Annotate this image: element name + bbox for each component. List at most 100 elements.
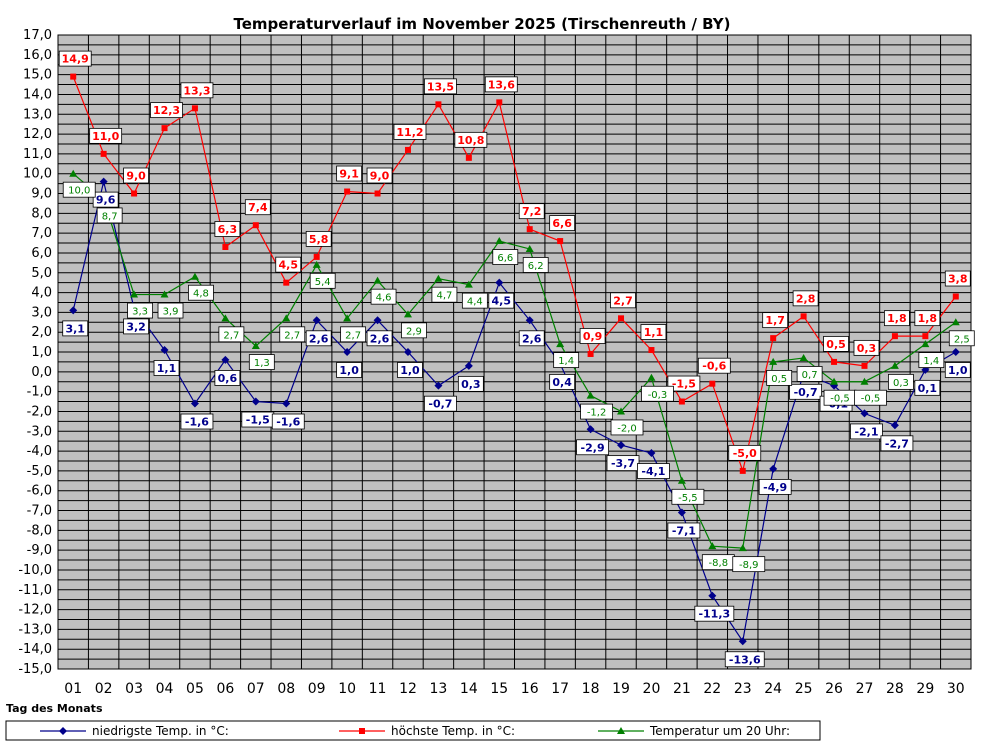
point-max-temp	[770, 335, 777, 342]
data-label-min-temp: 4,5	[488, 292, 515, 309]
x-tick-label: 28	[886, 681, 904, 697]
data-label-box	[914, 310, 941, 327]
data-label-text: 6,6	[497, 253, 513, 264]
point-temp-20h	[556, 340, 565, 348]
data-label-max-temp: 2,8	[792, 290, 819, 307]
point-min-temp	[860, 409, 869, 418]
data-label-temp-20h: -2,0	[610, 419, 644, 436]
y-tick-label: -5,0	[27, 464, 52, 479]
data-label-min-temp: 3,2	[123, 318, 149, 335]
data-label-text: 1,0	[948, 364, 968, 377]
y-tick-label: 12,0	[23, 127, 52, 142]
data-label-text: 0,7	[802, 370, 818, 381]
y-tick-label: 4,0	[31, 286, 52, 301]
point-min-temp	[647, 449, 656, 458]
data-label-box	[218, 326, 245, 343]
data-label-text: -0,5	[830, 394, 850, 405]
point-max-temp	[252, 222, 259, 229]
x-tick-label: 02	[95, 681, 113, 697]
data-label-text: -1,5	[246, 414, 270, 427]
data-label-text: 1,8	[887, 312, 907, 325]
data-label-box	[62, 181, 96, 198]
data-label-box	[180, 82, 214, 99]
data-label-box	[732, 556, 766, 573]
data-label-box	[854, 389, 887, 406]
data-label-box	[336, 362, 363, 378]
data-label-temp-20h: -0,5	[823, 389, 857, 406]
data-label-temp-20h: 5,4	[309, 272, 336, 289]
data-label-max-temp: 5,8	[305, 230, 332, 247]
data-label-text: 3,9	[163, 307, 179, 318]
data-label-box	[549, 215, 576, 231]
data-label-box	[762, 312, 789, 329]
data-label-max-temp: 1,8	[914, 310, 941, 327]
series-layer	[69, 73, 960, 646]
data-label-box	[576, 439, 609, 456]
point-max-temp	[161, 125, 168, 132]
x-tick-label: 13	[430, 681, 448, 697]
data-label-max-temp: 6,6	[549, 215, 576, 231]
data-label-text: 1,0	[400, 364, 420, 377]
x-tick-label: 23	[734, 681, 752, 697]
point-min-temp	[677, 508, 686, 517]
data-label-min-temp: 0,4	[549, 373, 576, 390]
data-label-text: 5,8	[309, 233, 329, 246]
y-tick-label: -4,0	[27, 444, 52, 459]
data-label-min-temp: 9,6	[92, 191, 119, 208]
data-label-temp-20h: -5,5	[671, 488, 705, 505]
data-label-min-temp: -11,3	[694, 605, 735, 622]
point-temp-20h	[69, 169, 78, 177]
data-label-min-temp: 3,1	[62, 320, 89, 337]
data-label-text: 12,3	[153, 104, 180, 117]
data-label-text: 9,1	[339, 168, 359, 181]
data-label-box	[766, 370, 793, 386]
data-label-max-temp: 1,1	[640, 324, 667, 340]
data-label-temp-20h: 2,7	[218, 326, 245, 343]
data-label-min-temp: 2,6	[305, 330, 332, 347]
data-label-box	[610, 292, 636, 309]
data-label-text: -0,7	[794, 386, 818, 399]
point-temp-20h	[434, 274, 443, 282]
data-label-box	[340, 326, 367, 343]
data-label-box	[461, 292, 488, 309]
y-tick-label: -10,0	[18, 563, 52, 578]
data-label-text: 0,4	[552, 376, 572, 389]
legend-box	[5, 720, 821, 741]
data-label-box	[637, 463, 670, 479]
data-label-box	[667, 375, 701, 392]
point-min-temp	[464, 361, 473, 370]
data-label-max-temp: 9,0	[366, 167, 393, 184]
data-label-text: 11,2	[396, 126, 423, 139]
data-label-box	[758, 478, 792, 495]
data-label-text: 1,1	[644, 326, 664, 339]
data-label-max-temp: 2,7	[610, 292, 636, 309]
data-label-box	[401, 322, 427, 339]
point-temp-20h	[282, 314, 291, 322]
data-label-box	[641, 385, 674, 402]
data-label-temp-20h: -8,9	[732, 556, 766, 573]
data-label-text: 1,4	[923, 356, 939, 367]
data-label-box	[305, 230, 332, 247]
x-tick-label: 27	[856, 681, 874, 697]
x-tick-label: 14	[460, 681, 478, 697]
data-label-box	[944, 270, 971, 287]
data-label-max-temp: -5,0	[728, 444, 762, 461]
data-label-box	[275, 256, 302, 273]
data-label-text: -0,7	[428, 398, 452, 411]
data-label-text: 10,8	[457, 134, 484, 147]
data-label-text: 1,0	[339, 364, 359, 377]
data-label-temp-20h: 0,5	[766, 370, 793, 386]
point-min-temp	[738, 637, 747, 646]
data-label-box	[888, 373, 914, 390]
data-label-text: 2,8	[796, 292, 816, 305]
data-label-box	[309, 272, 336, 289]
point-temp-20h	[373, 276, 382, 284]
y-tick-label: 9,0	[31, 187, 52, 202]
x-tick-label: 09	[308, 681, 326, 697]
point-min-temp	[525, 316, 534, 325]
y-tick-label: -11,0	[18, 583, 52, 598]
data-label-max-temp: 13,5	[424, 78, 457, 95]
data-label-text: 0,6	[218, 372, 238, 385]
data-label-box	[694, 605, 735, 622]
point-max-temp	[465, 154, 472, 161]
